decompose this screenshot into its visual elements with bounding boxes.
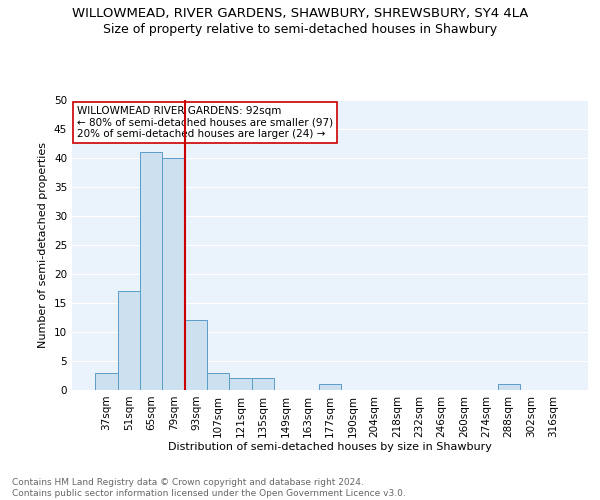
Bar bbox=[185, 320, 207, 390]
Bar bbox=[497, 384, 520, 390]
Bar bbox=[319, 384, 341, 390]
Bar bbox=[207, 372, 229, 390]
Text: Distribution of semi-detached houses by size in Shawbury: Distribution of semi-detached houses by … bbox=[168, 442, 492, 452]
Bar bbox=[252, 378, 274, 390]
Text: WILLOWMEAD RIVER GARDENS: 92sqm
← 80% of semi-detached houses are smaller (97)
2: WILLOWMEAD RIVER GARDENS: 92sqm ← 80% of… bbox=[77, 106, 333, 139]
Bar bbox=[140, 152, 163, 390]
Bar bbox=[118, 292, 140, 390]
Bar bbox=[229, 378, 252, 390]
Text: Size of property relative to semi-detached houses in Shawbury: Size of property relative to semi-detach… bbox=[103, 22, 497, 36]
Text: WILLOWMEAD, RIVER GARDENS, SHAWBURY, SHREWSBURY, SY4 4LA: WILLOWMEAD, RIVER GARDENS, SHAWBURY, SHR… bbox=[72, 8, 528, 20]
Bar bbox=[95, 372, 118, 390]
Bar bbox=[163, 158, 185, 390]
Y-axis label: Number of semi-detached properties: Number of semi-detached properties bbox=[38, 142, 49, 348]
Text: Contains HM Land Registry data © Crown copyright and database right 2024.
Contai: Contains HM Land Registry data © Crown c… bbox=[12, 478, 406, 498]
